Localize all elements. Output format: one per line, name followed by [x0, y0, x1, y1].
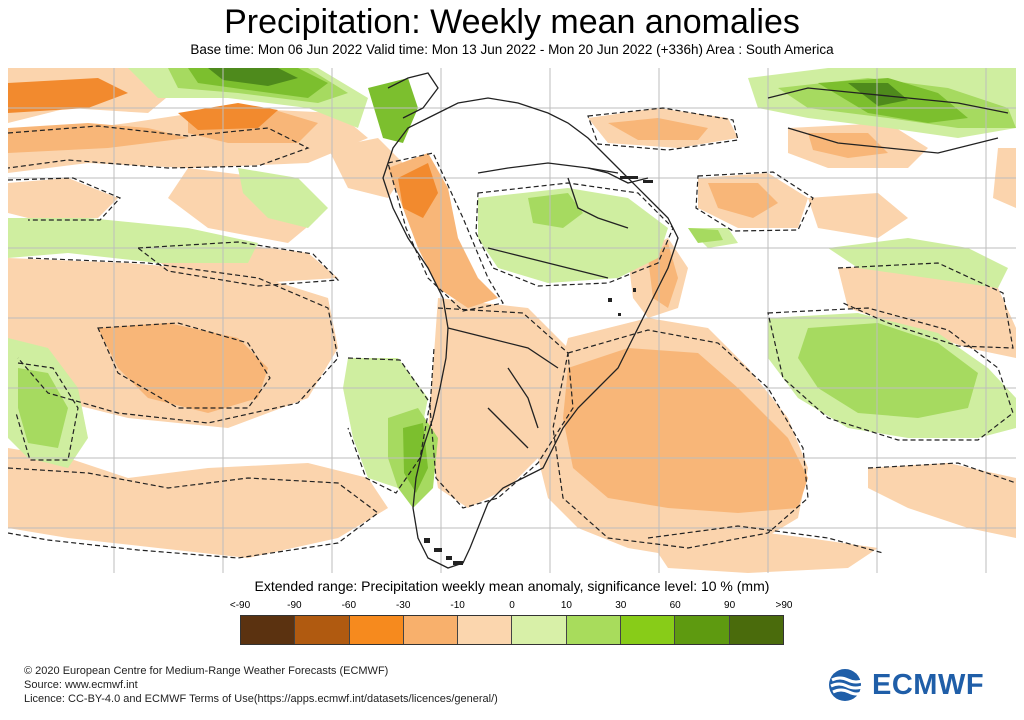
- chart-subtitle: Base time: Mon 06 Jun 2022 Valid time: M…: [190, 42, 834, 57]
- legend-swatch: [566, 616, 622, 644]
- legend-color-bar: [240, 615, 784, 645]
- legend-swatch: [512, 616, 567, 644]
- legend-title: Extended range: Precipitation weekly mea…: [254, 578, 770, 594]
- legend-ticks: <-90 -90 -60 -30 -10 0 10 30 60 90 >90: [0, 600, 1024, 614]
- ecmwf-logo: ECMWF: [828, 668, 1004, 702]
- legend-swatch: [295, 616, 350, 644]
- anomaly-map: [8, 68, 1016, 573]
- strong-dry-regions: [8, 78, 438, 218]
- legend-tick: 30: [615, 600, 627, 611]
- legend-tick: -30: [395, 600, 411, 611]
- legend-swatch: [458, 616, 513, 644]
- legend-swatch: [729, 616, 783, 644]
- legend-tick: 90: [724, 600, 736, 611]
- coastlines: [382, 72, 1009, 569]
- source-text: Source: www.ecmwf.int: [24, 679, 138, 691]
- legend-tick: -10: [450, 600, 465, 611]
- ecmwf-logo-icon: [829, 669, 866, 701]
- legend-tick: <-90: [229, 600, 251, 611]
- footer-credits: © 2020 European Centre for Medium-Range …: [24, 664, 498, 706]
- map-grid: [8, 68, 1016, 573]
- legend-swatch: [403, 616, 459, 644]
- copyright-text: © 2020 European Centre for Medium-Range …: [24, 665, 389, 677]
- legend-tick: 10: [560, 600, 572, 611]
- legend-tick: -90: [287, 600, 302, 611]
- legend-swatch: [621, 616, 676, 644]
- legend-tick: 60: [669, 600, 681, 611]
- map-canvas: [8, 68, 1016, 573]
- licence-text: Licence: CC-BY-4.0 and ECMWF Terms of Us…: [24, 693, 498, 705]
- ecmwf-logo-text: ECMWF: [872, 668, 985, 701]
- islands: [424, 176, 653, 565]
- legend-swatch: [675, 616, 730, 644]
- legend-tick: -60: [341, 600, 357, 611]
- legend-swatch: [241, 616, 296, 644]
- chart-title: Precipitation: Weekly mean anomalies: [224, 3, 800, 41]
- legend-tick: 0: [509, 600, 515, 611]
- legend-swatch: [349, 616, 404, 644]
- legend-tick: >90: [775, 600, 793, 611]
